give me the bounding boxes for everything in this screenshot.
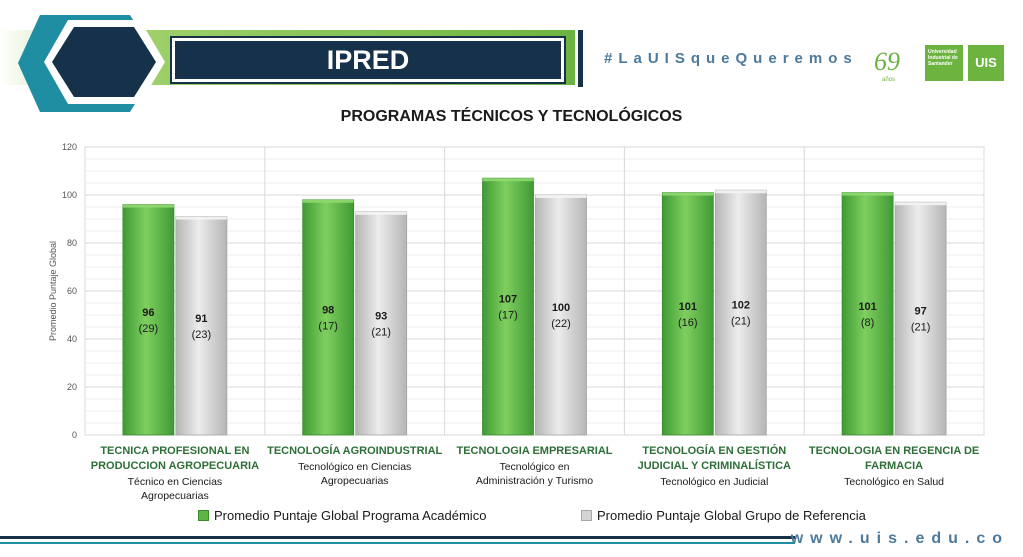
- data-label-value: 91: [195, 313, 207, 325]
- legend-swatch-reference: [581, 510, 592, 521]
- bar-cap-reference: [895, 202, 947, 206]
- bar-cap-reference: [715, 190, 767, 194]
- category-sublabel: Tecnológico en Salud: [844, 476, 944, 488]
- data-label-count: (17): [498, 310, 518, 322]
- legend-item-reference: Promedio Puntaje Global Grupo de Referen…: [581, 508, 866, 523]
- bar-program: [482, 177, 534, 436]
- y-axis-label: Promedio Puntaje Global: [48, 241, 58, 341]
- bar-reference: [175, 216, 228, 436]
- y-tick-label: 0: [72, 430, 77, 440]
- y-tick-label: 60: [67, 286, 77, 296]
- category-label: TECNICA PROFESIONAL EN PRODUCCION AGROPE…: [90, 445, 260, 472]
- data-label-value: 98: [322, 304, 334, 316]
- data-label-value: 107: [499, 294, 517, 306]
- data-label-count: (21): [731, 316, 751, 328]
- category-sublabel: Tecnológico en Judicial: [660, 476, 769, 488]
- bar-program: [122, 204, 175, 436]
- data-label-count: (21): [371, 326, 391, 338]
- data-label-value: 93: [375, 310, 387, 322]
- data-label-value: 97: [914, 306, 926, 318]
- y-tick-label: 80: [67, 238, 77, 248]
- chart-title: PROGRAMAS TÉCNICOS Y TECNOLÓGICOS: [340, 108, 683, 125]
- footer-line-teal: [0, 542, 795, 544]
- svg-text:años: años: [882, 77, 895, 83]
- bar-cap-program: [662, 192, 714, 196]
- bar-cap-reference: [535, 195, 587, 198]
- category-label: TECNOLOGÍA AGROINDUSTRIAL: [267, 445, 443, 457]
- bar-program: [302, 199, 355, 436]
- data-label-value: 96: [142, 307, 154, 319]
- hexagon-inner-icon: [52, 27, 156, 97]
- uis-logo-icon: UIS: [968, 45, 1004, 81]
- category-label: TECNOLOGÍA EN GESTIÓN JUDICIAL Y CRIMINA…: [637, 445, 791, 472]
- bar-reference: [535, 194, 587, 436]
- category-sublabel: Técnico en Ciencias Agropecuarias: [127, 476, 223, 502]
- data-label-value: 101: [858, 301, 876, 313]
- anniversary-logo-icon: 69 años: [874, 47, 900, 83]
- legend-item-program: Promedio Puntaje Global Programa Académi…: [198, 508, 486, 523]
- category-sublabel: Tecnológico en Ciencias Agropecuarias: [298, 461, 412, 487]
- data-label-count: (29): [139, 323, 159, 335]
- legend-swatch-program: [198, 510, 209, 521]
- data-label-count: (17): [318, 320, 338, 332]
- footer-url: www.uis.edu.co: [790, 530, 1009, 547]
- data-label-count: (23): [192, 329, 212, 341]
- legend-label-program: Promedio Puntaje Global Programa Académi…: [214, 508, 487, 523]
- category-label: TECNOLOGIA EN REGENCIA DE FARMACIA: [808, 445, 980, 472]
- header-divider: [578, 30, 583, 87]
- svg-text:69: 69: [874, 47, 900, 76]
- data-label-value: 102: [732, 300, 750, 312]
- bar-cap-program: [302, 199, 354, 203]
- data-label-count: (8): [861, 317, 874, 329]
- y-tick-label: 120: [62, 142, 77, 152]
- bar-cap-program: [842, 192, 894, 196]
- y-tick-label: 20: [67, 382, 77, 392]
- bar-program: [661, 192, 714, 436]
- legend-label-reference: Promedio Puntaje Global Grupo de Referen…: [597, 508, 866, 523]
- bar-program: [841, 192, 894, 436]
- y-tick-label: 100: [62, 190, 77, 200]
- data-label-value: 100: [552, 302, 570, 314]
- bar-reference: [714, 189, 767, 436]
- bar-reference: [355, 211, 408, 436]
- bar-reference: [894, 201, 947, 436]
- bar-chart: 0 20 40 60 80 100 120 Promedio Puntaje Global 96…: [48, 142, 985, 440]
- bar-cap-program: [122, 204, 174, 208]
- data-label-count: (21): [911, 322, 931, 334]
- university-logo: Universidad Industrial de Santander: [925, 45, 963, 81]
- data-label-count: (22): [551, 318, 571, 330]
- data-label-value: 101: [679, 301, 697, 313]
- data-label-count: (16): [678, 317, 698, 329]
- hashtag-text: #LaUISqueQueremos: [604, 50, 858, 67]
- category-label: TECNOLOGIA EMPRESARIAL: [456, 445, 613, 457]
- bar-cap-reference: [355, 211, 407, 215]
- category-sublabel: Tecnológico en Administración y Turismo: [475, 461, 594, 487]
- bar-cap-program: [482, 178, 534, 182]
- footer-line-dark: [0, 536, 795, 539]
- y-tick-label: 40: [67, 334, 77, 344]
- bar-cap-reference: [175, 216, 227, 220]
- page-title: IPRED: [172, 38, 564, 82]
